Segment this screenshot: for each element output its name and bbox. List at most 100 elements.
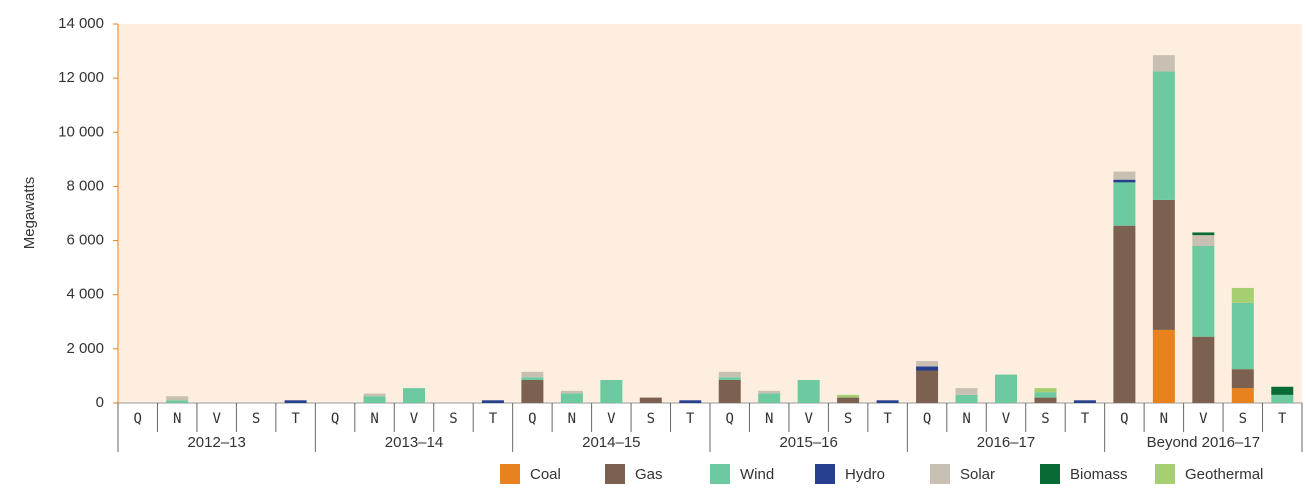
- bar-segment: [837, 397, 860, 403]
- group-label: 2016–17: [977, 434, 1035, 451]
- bar-segment: [521, 377, 544, 380]
- y-axis-label: Megawatts: [21, 177, 38, 250]
- x-tick-label: N: [370, 411, 378, 427]
- legend-swatch: [1155, 464, 1175, 484]
- legend-swatch: [1040, 464, 1060, 484]
- x-tick-label: Q: [1120, 411, 1128, 427]
- x-tick-label: S: [449, 411, 457, 427]
- group-label: 2012–13: [187, 434, 245, 451]
- bar-segment: [955, 388, 978, 395]
- bar-segment: [1113, 171, 1136, 180]
- bar-segment: [758, 390, 781, 394]
- bar-segment: [718, 371, 741, 378]
- bar-segment: [916, 370, 939, 403]
- y-tick-label: 6 000: [66, 232, 104, 249]
- bar-segment: [1152, 71, 1175, 200]
- bar-segment: [363, 396, 386, 403]
- legend-swatch: [930, 464, 950, 484]
- bar-segment: [718, 377, 741, 380]
- bar-segment: [1113, 179, 1136, 183]
- x-tick-label: V: [1199, 411, 1208, 427]
- bar-segment: [166, 396, 189, 401]
- group-label: Beyond 2016–17: [1147, 434, 1260, 451]
- x-tick-label: T: [883, 411, 892, 427]
- x-tick-label: V: [1002, 411, 1011, 427]
- bar-segment: [521, 379, 544, 403]
- x-tick-label: S: [1239, 411, 1247, 427]
- bar-segment: [481, 400, 504, 403]
- x-tick-label: Q: [923, 411, 931, 427]
- bar-segment: [1192, 235, 1215, 246]
- bar-segment: [521, 371, 544, 378]
- x-tick-label: N: [962, 411, 970, 427]
- legend-swatch: [710, 464, 730, 484]
- x-tick-label: T: [489, 411, 498, 427]
- bar-segment: [1073, 400, 1096, 403]
- y-tick-label: 12 000: [58, 69, 104, 86]
- legend-label: Biomass: [1070, 466, 1128, 483]
- bar-segment: [1231, 287, 1254, 303]
- x-tick-label: V: [212, 411, 221, 427]
- y-tick-label: 10 000: [58, 123, 104, 140]
- bar-segment: [1231, 388, 1254, 403]
- bar-segment: [876, 400, 899, 403]
- legend-label: Gas: [635, 466, 663, 483]
- bar-segment: [718, 379, 741, 403]
- bar-segment: [1231, 302, 1254, 370]
- legend-label: Hydro: [845, 466, 885, 483]
- bar-segment: [955, 394, 978, 403]
- group-label: 2013–14: [385, 434, 443, 451]
- bar-segment: [560, 393, 583, 403]
- bar-segment: [1192, 245, 1215, 337]
- x-tick-label: V: [607, 411, 616, 427]
- bar-segment: [1271, 394, 1294, 403]
- bar-segment: [1113, 225, 1136, 403]
- y-tick-label: 0: [96, 394, 104, 411]
- group-label: 2015–16: [779, 434, 837, 451]
- bar-segment: [1192, 232, 1215, 236]
- bar-segment: [1034, 397, 1057, 403]
- bar-segment: [797, 379, 820, 403]
- bar-segment: [1152, 329, 1175, 403]
- bar-segment: [1152, 199, 1175, 330]
- bar-segment: [916, 361, 939, 367]
- x-tick-label: T: [1081, 411, 1090, 427]
- bar-segment: [916, 366, 939, 371]
- x-tick-label: V: [804, 411, 813, 427]
- x-tick-label: N: [173, 411, 181, 427]
- legend-swatch: [500, 464, 520, 484]
- y-tick-label: 4 000: [66, 286, 104, 303]
- bar-segment: [758, 393, 781, 403]
- legend-swatch: [605, 464, 625, 484]
- x-tick-label: T: [1278, 411, 1287, 427]
- bar-segment: [995, 374, 1017, 403]
- bar-segment: [1113, 182, 1136, 226]
- x-tick-label: V: [410, 411, 419, 427]
- legend-label: Solar: [960, 466, 995, 483]
- bar-segment: [837, 394, 860, 398]
- x-tick-label: Q: [528, 411, 536, 427]
- y-tick-label: 8 000: [66, 177, 104, 194]
- bar-segment: [1034, 388, 1057, 393]
- x-tick-label: S: [647, 411, 655, 427]
- x-tick-label: S: [1041, 411, 1049, 427]
- x-tick-label: S: [844, 411, 852, 427]
- bar-segment: [1271, 386, 1294, 395]
- bar-segment: [166, 400, 189, 403]
- x-tick-label: T: [291, 411, 300, 427]
- bar-segment: [1192, 336, 1215, 403]
- bar-segment: [284, 400, 307, 403]
- bar-segment: [639, 397, 662, 403]
- bar-segment: [1231, 369, 1254, 389]
- bar-segment: [679, 400, 702, 403]
- group-label: 2014–15: [582, 434, 640, 451]
- bar-segment: [560, 390, 583, 394]
- x-tick-label: Q: [134, 411, 142, 427]
- legend-label: Geothermal: [1185, 466, 1263, 483]
- bar-segment: [363, 393, 386, 397]
- x-tick-label: T: [686, 411, 695, 427]
- bar-segment: [403, 388, 425, 403]
- y-tick-label: 2 000: [66, 340, 104, 357]
- legend-label: Coal: [530, 466, 561, 483]
